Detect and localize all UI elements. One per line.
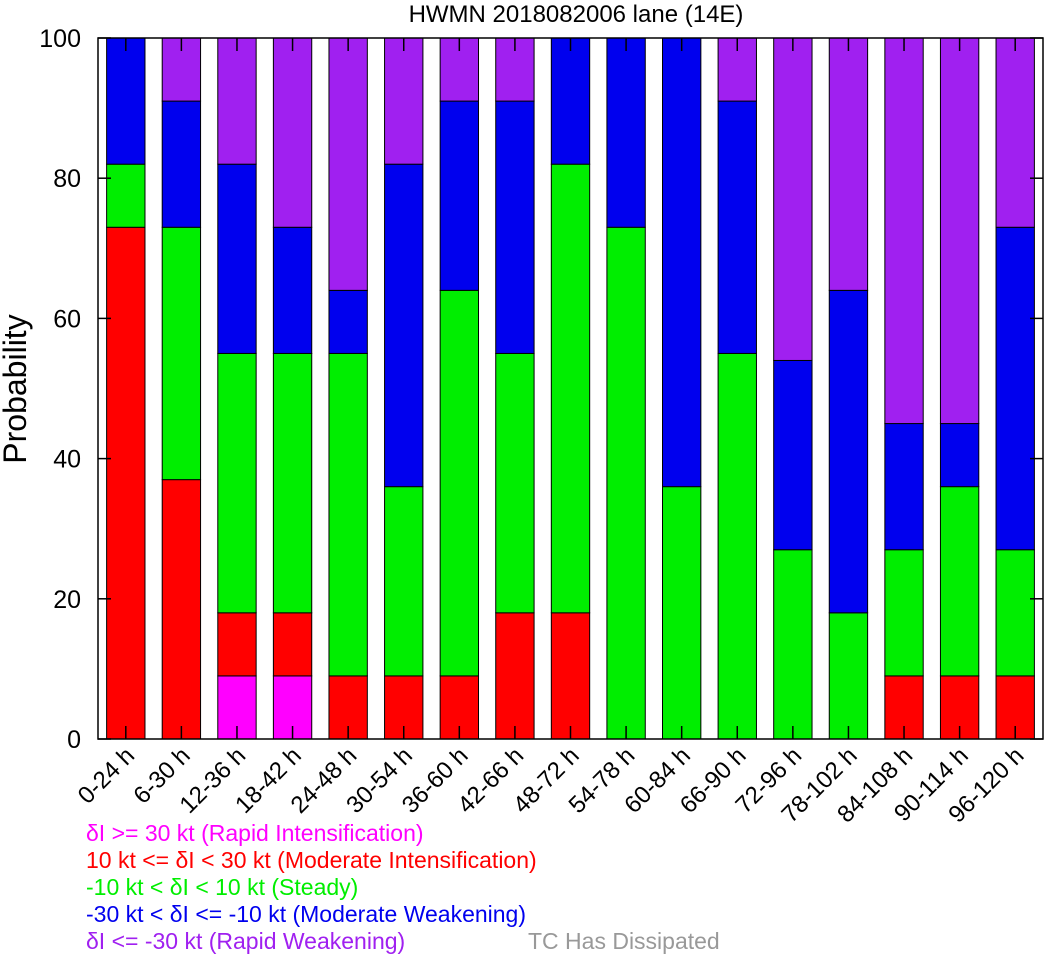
bar-segment (328, 37, 368, 291)
bar-segment (439, 100, 480, 291)
y-tick-label: 0 (67, 726, 81, 754)
bars-layer (106, 37, 1035, 740)
bar-segment (272, 612, 313, 677)
bar-segment (217, 612, 257, 677)
bar-segment (272, 226, 313, 354)
bar-segment (272, 352, 313, 614)
bar-segment (662, 37, 702, 488)
bar-segment (328, 289, 368, 354)
bar-segment (939, 486, 980, 677)
bar-segment (495, 100, 535, 354)
y-tick-label: 100 (39, 25, 81, 53)
bar-segment (106, 226, 146, 740)
y-axis-label: Probability (0, 314, 33, 463)
bar-segment (161, 100, 202, 228)
bar-segment (217, 352, 257, 614)
x-tick-label: 0-24 h (73, 742, 140, 809)
legend-entry: 10 kt <= δI < 30 kt (Moderate Intensific… (86, 847, 537, 873)
bar-segment (884, 423, 924, 551)
bar-segment (272, 37, 313, 228)
legend-entry: δI >= 30 kt (Rapid Intensification) (86, 820, 424, 846)
bar-segment (161, 226, 202, 481)
bar-segment (495, 352, 535, 614)
bar-segment (161, 479, 202, 740)
bar-segment (106, 37, 146, 165)
bar-segment (606, 37, 646, 228)
bar-segment (384, 37, 424, 165)
bar-segment (717, 352, 757, 740)
legend-dissipated: TC Has Dissipated (528, 928, 720, 954)
legend-entry: -10 kt < δI < 10 kt (Steady) (86, 874, 359, 900)
bar-segment (662, 486, 702, 740)
bar-segment (995, 226, 1035, 551)
bar-segment (495, 612, 535, 740)
bar-segment (550, 612, 591, 740)
bar-segment (773, 549, 813, 740)
legend-entry: δI <= -30 kt (Rapid Weakening) (86, 928, 406, 954)
bar-segment (828, 289, 869, 614)
bar-segment (828, 37, 869, 291)
bar-segment (439, 289, 480, 677)
bar-segment (717, 100, 757, 354)
bar-segment (884, 549, 924, 677)
bar-segment (995, 549, 1035, 677)
bar-segment (606, 226, 646, 740)
bar-segment (884, 37, 924, 425)
legend-entry: -30 kt < δI <= -10 kt (Moderate Weakenin… (86, 901, 527, 927)
bar-segment (773, 359, 813, 551)
y-tick-label: 40 (53, 446, 81, 474)
bar-segment (550, 37, 591, 165)
bar-segment (384, 163, 424, 488)
bar-segment (939, 423, 980, 488)
y-tick-label: 80 (53, 165, 81, 193)
bar-segment (939, 37, 980, 425)
bar-segment (773, 37, 813, 361)
bar-segment (328, 352, 368, 677)
y-tick-label: 20 (53, 586, 81, 614)
bar-segment (995, 37, 1035, 228)
bar-segment (384, 486, 424, 677)
y-tick-label: 60 (53, 305, 81, 333)
bar-segment (106, 163, 146, 228)
bar-segment (217, 163, 257, 354)
bar-segment (550, 163, 591, 614)
bar-segment (717, 37, 757, 102)
chart-title: HWMN 2018082006 lane (14E) (409, 1, 744, 28)
bar-segment (828, 612, 869, 740)
bar-segment (217, 37, 257, 165)
